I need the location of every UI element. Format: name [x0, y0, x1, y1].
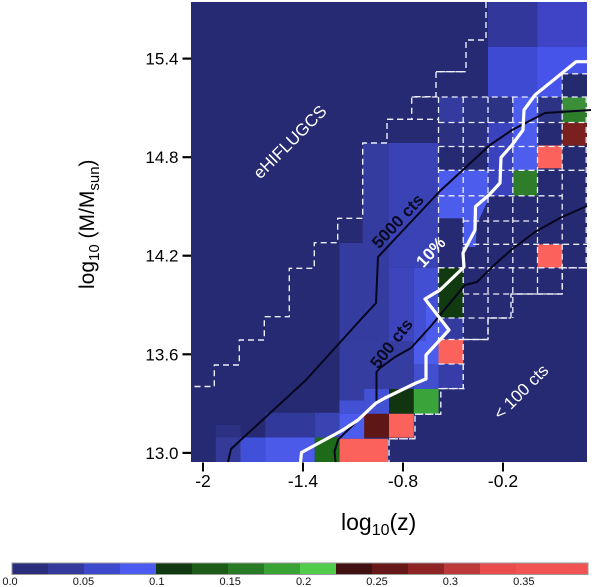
svg-text:13.6: 13.6	[145, 345, 178, 364]
svg-text:0.2: 0.2	[296, 576, 311, 587]
svg-text:-0.8: -0.8	[388, 471, 418, 491]
svg-text:0.25: 0.25	[366, 576, 387, 587]
svg-text:0.0: 0.0	[2, 576, 17, 587]
svg-text:-2: -2	[195, 471, 211, 491]
svg-text:log10 (M/Msun): log10 (M/Msun)	[76, 159, 103, 289]
svg-text:0.1: 0.1	[149, 576, 164, 587]
svg-text:15.4: 15.4	[145, 50, 178, 69]
svg-text:0.15: 0.15	[219, 576, 240, 587]
svg-text:13.0: 13.0	[145, 444, 178, 463]
svg-text:0.35: 0.35	[513, 576, 534, 587]
svg-text:14.2: 14.2	[145, 247, 178, 266]
svg-text:14.8: 14.8	[145, 148, 178, 167]
svg-text:log10(z): log10(z)	[341, 509, 416, 539]
svg-text:0.3: 0.3	[443, 576, 458, 587]
svg-text:-1.4: -1.4	[288, 471, 318, 491]
svg-text:0.05: 0.05	[73, 576, 94, 587]
svg-text:-0.2: -0.2	[488, 471, 518, 491]
